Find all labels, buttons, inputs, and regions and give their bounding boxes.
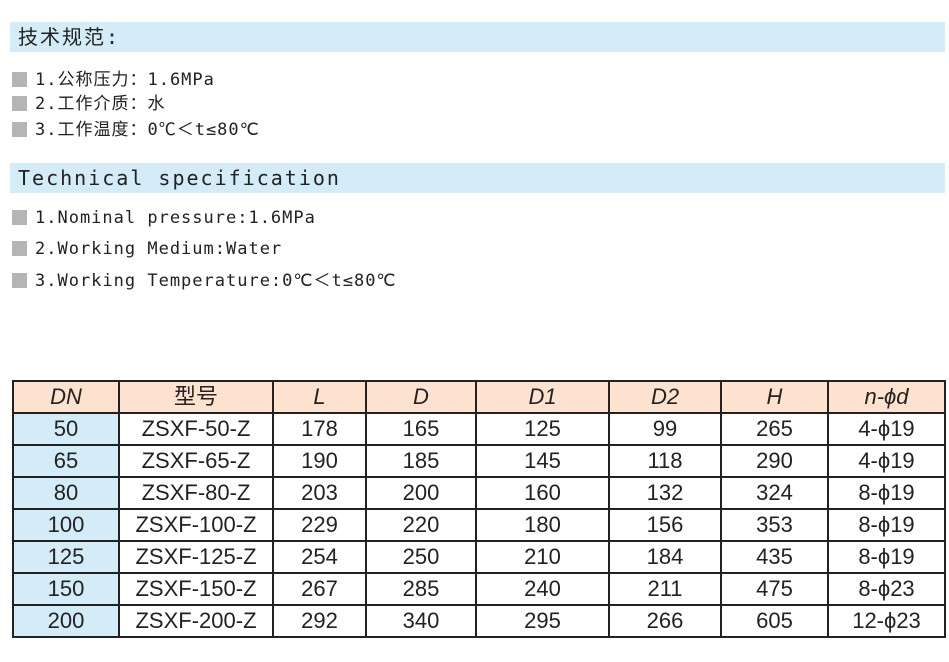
- table-cell: 165: [365, 412, 477, 446]
- header-cell: D1: [475, 380, 610, 414]
- table-cell: 4-ϕ19: [827, 412, 946, 446]
- header-cell: D2: [608, 380, 722, 414]
- table-row: 125 ZSXF-125-Z 254 250 210 184 435 8-ϕ19: [12, 540, 946, 574]
- table-row: 100 ZSXF-100-Z 229 220 180 156 353 8-ϕ19: [12, 508, 946, 542]
- table-cell: 200: [12, 604, 120, 638]
- table-cell: 203: [272, 476, 367, 510]
- table-cell: 290: [720, 444, 829, 478]
- spec-item: 2.工作介质：水: [12, 93, 165, 115]
- header-cell: n-ϕd: [827, 380, 946, 414]
- table-cell: 240: [475, 572, 610, 606]
- table-cell: ZSXF-65-Z: [118, 444, 274, 478]
- table-cell: 8-ϕ19: [827, 508, 946, 542]
- table-cell: 184: [608, 540, 722, 574]
- table-cell: 80: [12, 476, 120, 510]
- item-text: 1.公称压力：1.6MPa: [35, 70, 215, 90]
- table-cell: ZSXF-50-Z: [118, 412, 274, 446]
- table-row: 150 ZSXF-150-Z 267 285 240 211 475 8-ϕ23: [12, 572, 946, 606]
- header-cell: H: [720, 380, 829, 414]
- table-cell: 190: [272, 444, 367, 478]
- spec-item: 1.Nominal pressure:1.6MPa: [12, 207, 316, 229]
- table-cell: 266: [608, 604, 722, 638]
- table-cell: 353: [720, 508, 829, 542]
- table-cell: 220: [365, 508, 477, 542]
- table-cell: 150: [12, 572, 120, 606]
- table-cell: 475: [720, 572, 829, 606]
- table-cell: 185: [365, 444, 477, 478]
- item-text: 3.工作温度：0℃＜t≤80℃: [35, 120, 260, 140]
- header-cell: 型号: [118, 380, 274, 414]
- table-cell: 8-ϕ23: [827, 572, 946, 606]
- table-cell: 65: [12, 444, 120, 478]
- table-cell: 200: [365, 476, 477, 510]
- table-cell: 8-ϕ19: [827, 540, 946, 574]
- item-text: 2.工作介质：水: [35, 94, 166, 114]
- table-cell: 211: [608, 572, 722, 606]
- table-cell: 50: [12, 412, 120, 446]
- table-row: 65 ZSXF-65-Z 190 185 145 118 290 4-ϕ19: [12, 444, 946, 478]
- table-cell: 295: [475, 604, 610, 638]
- table-cell: ZSXF-200-Z: [118, 604, 274, 638]
- table-cell: 254: [272, 540, 367, 574]
- spec-item: 1.公称压力：1.6MPa: [12, 69, 215, 91]
- table-cell: 12-ϕ23: [827, 604, 946, 638]
- table-cell: 125: [12, 540, 120, 574]
- table-cell: 267: [272, 572, 367, 606]
- table-cell: ZSXF-80-Z: [118, 476, 274, 510]
- header-cell: DN: [12, 380, 120, 414]
- table-cell: 118: [608, 444, 722, 478]
- table-cell: ZSXF-100-Z: [118, 508, 274, 542]
- table-cell: 292: [272, 604, 367, 638]
- table-cell: 4-ϕ19: [827, 444, 946, 478]
- table-cell: 285: [365, 572, 477, 606]
- table-row: 50 ZSXF-50-Z 178 165 125 99 265 4-ϕ19: [12, 412, 946, 446]
- spec-item: 2.Working Medium:Water: [12, 238, 282, 260]
- table-cell: 229: [272, 508, 367, 542]
- table-cell: 250: [365, 540, 477, 574]
- spec-item: 3.工作温度：0℃＜t≤80℃: [12, 119, 260, 141]
- table-cell: 132: [608, 476, 722, 510]
- table-cell: 125: [475, 412, 610, 446]
- section-title: Technical specification: [10, 163, 945, 193]
- table-cell: ZSXF-125-Z: [118, 540, 274, 574]
- table-cell: 100: [12, 508, 120, 542]
- spec-item: 3.Working Temperature:0℃＜t≤80℃: [12, 270, 397, 292]
- table-row: 200 ZSXF-200-Z 292 340 295 266 605 12-ϕ23: [12, 604, 946, 638]
- table-cell: 145: [475, 444, 610, 478]
- item-text: 2.Working Medium:Water: [35, 239, 283, 259]
- header-cell: L: [272, 380, 367, 414]
- table-cell: 156: [608, 508, 722, 542]
- table-cell: 178: [272, 412, 367, 446]
- table-cell: 180: [475, 508, 610, 542]
- table-cell: 160: [475, 476, 610, 510]
- header-cell: D: [365, 380, 477, 414]
- table-cell: 99: [608, 412, 722, 446]
- section-title: 技术规范:: [10, 22, 945, 52]
- table-cell: ZSXF-150-Z: [118, 572, 274, 606]
- item-text: 1.Nominal pressure:1.6MPa: [35, 208, 316, 228]
- table-cell: 324: [720, 476, 829, 510]
- table-cell: 210: [475, 540, 610, 574]
- table-cell: 605: [720, 604, 829, 638]
- table-row: 80 ZSXF-80-Z 203 200 160 132 324 8-ϕ19: [12, 476, 946, 510]
- table-cell: 265: [720, 412, 829, 446]
- item-text: 3.Working Temperature:0℃＜t≤80℃: [35, 271, 397, 291]
- table-cell: 340: [365, 604, 477, 638]
- table-cell: 435: [720, 540, 829, 574]
- table-cell: 8-ϕ19: [827, 476, 946, 510]
